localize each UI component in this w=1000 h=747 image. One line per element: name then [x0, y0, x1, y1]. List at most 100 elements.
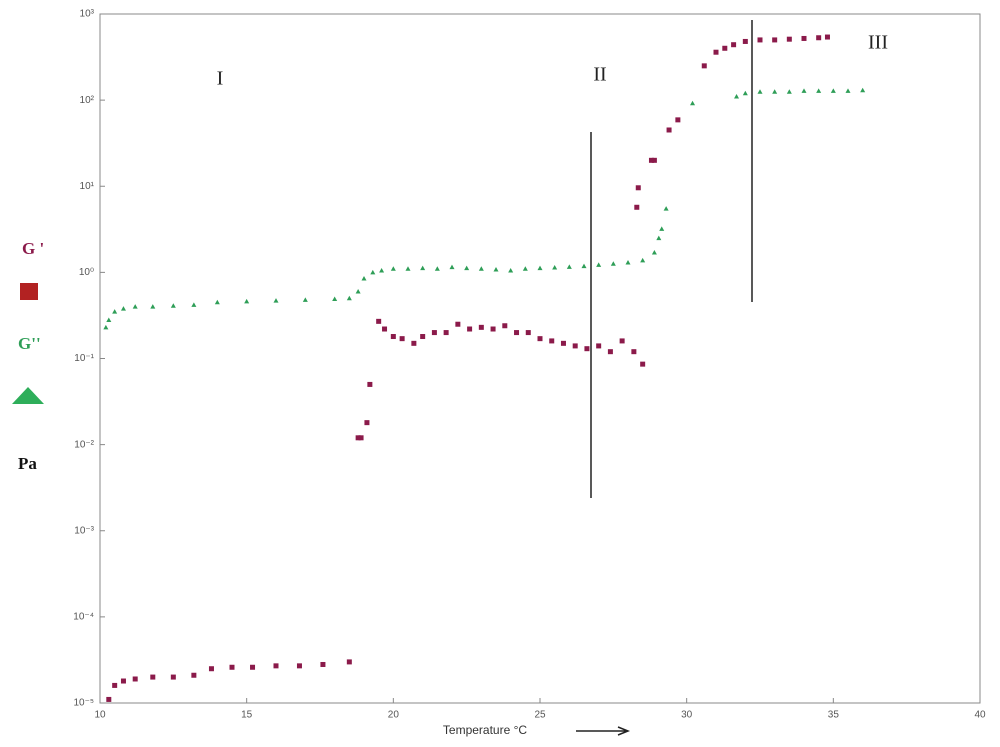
data-point [379, 268, 385, 273]
data-point [522, 266, 528, 271]
data-point [358, 435, 364, 441]
data-point [367, 381, 373, 387]
data-point [244, 298, 250, 304]
data-point [552, 264, 558, 270]
data-point [786, 89, 792, 94]
data-point [625, 260, 631, 265]
data-point [596, 343, 602, 349]
data-point [651, 250, 657, 255]
data-point [191, 672, 197, 678]
x-tick-label: 25 [534, 710, 546, 721]
data-point [801, 35, 807, 41]
data-point [635, 185, 641, 191]
data-point [634, 204, 640, 210]
data-point [405, 266, 411, 271]
data-point [420, 265, 426, 271]
data-point [525, 330, 531, 336]
data-point [229, 664, 235, 670]
data-point [713, 49, 719, 55]
data-point [390, 266, 396, 271]
data-point [502, 323, 508, 329]
data-point [434, 266, 440, 271]
data-point [150, 674, 156, 680]
data-point [411, 340, 417, 346]
axis-arrow [576, 726, 631, 736]
data-point [690, 100, 696, 106]
data-point [346, 659, 352, 665]
data-point [455, 321, 461, 327]
data-point [302, 297, 308, 302]
legend-marker [12, 387, 44, 404]
data-point [757, 89, 763, 94]
data-point [364, 420, 370, 426]
data-point [581, 263, 587, 269]
data-point [478, 266, 484, 271]
data-point [170, 674, 176, 680]
data-point [816, 88, 822, 93]
x-axis-label: Temperature °C [443, 723, 527, 737]
y-tick-label: 10⁻⁴ [73, 612, 94, 623]
legend-marker [20, 283, 38, 300]
y-tick-label: 10⁰ [79, 267, 94, 278]
y-tick-label: 10⁻¹ [74, 353, 94, 364]
x-tick-label: 40 [974, 710, 986, 721]
y-tick-label: 10⁻³ [74, 525, 94, 536]
data-point [830, 88, 836, 93]
data-point [399, 336, 405, 342]
data-point [666, 127, 672, 133]
x-tick-label: 30 [681, 710, 693, 721]
data-point [273, 663, 279, 669]
data-point [731, 42, 737, 48]
data-point [420, 334, 426, 340]
data-point [845, 88, 851, 93]
data-point [596, 262, 602, 267]
data-point [772, 37, 778, 43]
data-point [208, 666, 214, 672]
data-point [132, 304, 138, 309]
data-point [355, 435, 361, 441]
data-point [382, 326, 388, 332]
data-point [103, 324, 109, 330]
data-point [370, 269, 376, 275]
data-point [860, 87, 866, 93]
data-point [467, 326, 473, 332]
data-point [675, 117, 681, 123]
legend-label: G ' [22, 239, 44, 258]
data-point [659, 226, 665, 231]
data-point [296, 663, 302, 669]
data-point [549, 338, 555, 344]
y-tick-label: 10¹ [80, 181, 95, 192]
data-point [361, 275, 367, 281]
data-point [722, 45, 728, 51]
data-point [120, 306, 126, 311]
data-point [584, 346, 590, 352]
y-tick-label: 10⁻² [74, 439, 94, 450]
data-point [514, 330, 520, 336]
data-point [443, 330, 449, 336]
data-point [651, 157, 657, 163]
data-point [214, 299, 220, 305]
data-point [376, 318, 382, 324]
data-point [508, 268, 514, 273]
data-point [701, 63, 707, 69]
data-point [610, 261, 616, 266]
data-point [106, 696, 112, 702]
data-point [490, 326, 496, 332]
region-label: II [593, 64, 606, 86]
data-point [734, 94, 740, 99]
data-point [656, 235, 662, 241]
data-point [560, 340, 566, 346]
data-point [320, 661, 326, 667]
plot-frame [99, 13, 981, 704]
data-point [332, 296, 338, 302]
data-point [742, 38, 748, 44]
data-point [120, 678, 126, 684]
data-point [537, 336, 543, 342]
data-point [191, 302, 197, 307]
data-point [640, 257, 646, 263]
y-tick-label: 10³ [80, 9, 95, 20]
data-point [449, 264, 455, 270]
y-tick-label: 10² [80, 95, 95, 106]
data-point [572, 343, 578, 349]
